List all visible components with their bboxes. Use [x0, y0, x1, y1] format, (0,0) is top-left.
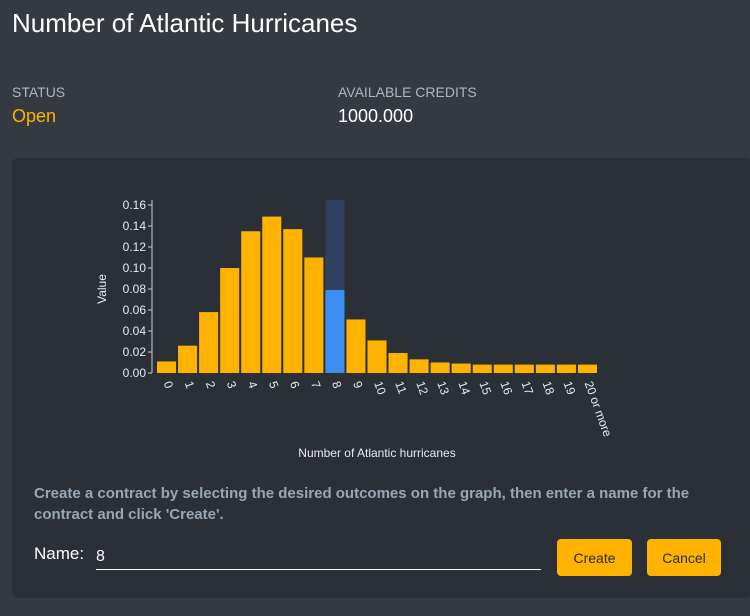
contract-panel: 0.00 0.02 0.04 0.06 0.08 0.10 0.12 0.14 0.16 Valu…	[12, 158, 750, 598]
x-tick-label: 6	[287, 379, 303, 390]
x-tick-label: 8	[329, 379, 345, 390]
x-tick-label: 16	[497, 379, 515, 397]
y-tick-label: 0.02	[123, 345, 147, 359]
bar-20[interactable]	[577, 364, 597, 373]
x-tick-label: 17	[519, 379, 537, 397]
y-axis-label: Value	[95, 274, 109, 304]
y-tick-label: 0.12	[123, 240, 147, 254]
credits-value: 1000.000	[338, 106, 414, 126]
y-tick-label: 0.04	[123, 324, 147, 338]
bar-3[interactable]	[220, 268, 240, 373]
bar-6[interactable]	[283, 229, 303, 373]
x-tick-label: 3	[224, 379, 240, 390]
outcome-chart[interactable]: 0.00 0.02 0.04 0.06 0.08 0.10 0.12 0.14 0.16 Valu…	[12, 158, 750, 468]
bar-19[interactable]	[556, 364, 576, 373]
bar-17[interactable]	[514, 364, 534, 373]
y-tick-label: 0.06	[123, 303, 147, 317]
x-tick-label: 4	[245, 379, 261, 390]
page-title: Number of Atlantic Hurricanes	[12, 8, 358, 38]
bar-11[interactable]	[388, 353, 408, 373]
bar-10[interactable]	[367, 340, 387, 373]
bar-7[interactable]	[304, 257, 324, 374]
bar-8[interactable]	[325, 290, 345, 373]
bar-4[interactable]	[241, 231, 261, 373]
x-tick-label: 20 or more	[582, 379, 615, 439]
bar-13[interactable]	[430, 362, 450, 374]
y-tick-label: 0.10	[123, 261, 147, 275]
y-tick-label: 0.16	[123, 198, 147, 212]
x-tick-label: 10	[371, 379, 389, 397]
x-tick-label: 0	[161, 379, 177, 390]
x-tick-label: 1	[182, 379, 198, 390]
name-label: Name:	[34, 544, 85, 563]
x-tick-label: 15	[476, 379, 494, 397]
x-tick-label: 5	[266, 379, 282, 390]
y-tick-label: 0.00	[123, 366, 147, 380]
bar-12[interactable]	[409, 359, 429, 373]
x-tick-label: 13	[434, 379, 452, 397]
x-axis-label: Number of Atlantic hurricanes	[298, 446, 455, 460]
cancel-button[interactable]: Cancel	[647, 539, 721, 576]
status-value: Open	[12, 106, 57, 126]
bar-2[interactable]	[199, 312, 219, 373]
x-tick-label: 19	[561, 379, 579, 397]
y-tick-label: 0.08	[123, 282, 147, 296]
x-tick-label: 12	[413, 379, 431, 397]
bar-0[interactable]	[157, 361, 177, 373]
x-tick-label: 18	[540, 379, 558, 397]
bar-18[interactable]	[535, 364, 555, 373]
bar-16[interactable]	[493, 364, 513, 373]
bar-15[interactable]	[472, 364, 492, 373]
bar-5[interactable]	[262, 216, 282, 373]
x-tick-label: 2	[203, 379, 219, 390]
create-button[interactable]: Create	[557, 539, 632, 576]
y-tick-label: 0.14	[123, 219, 147, 233]
bar-14[interactable]	[451, 363, 471, 373]
x-tick-label: 11	[392, 379, 410, 396]
x-tick-label: 9	[350, 379, 366, 390]
status-label: STATUS	[12, 84, 66, 100]
instructions-text: Create a contract by selecting the desir…	[34, 485, 690, 523]
x-tick-label: 7	[308, 379, 324, 390]
bar-9[interactable]	[346, 319, 366, 373]
credits-label: AVAILABLE CREDITS	[338, 84, 477, 100]
bar-1[interactable]	[178, 345, 198, 373]
name-input[interactable]	[96, 544, 541, 570]
x-tick-label: 14	[455, 379, 473, 397]
